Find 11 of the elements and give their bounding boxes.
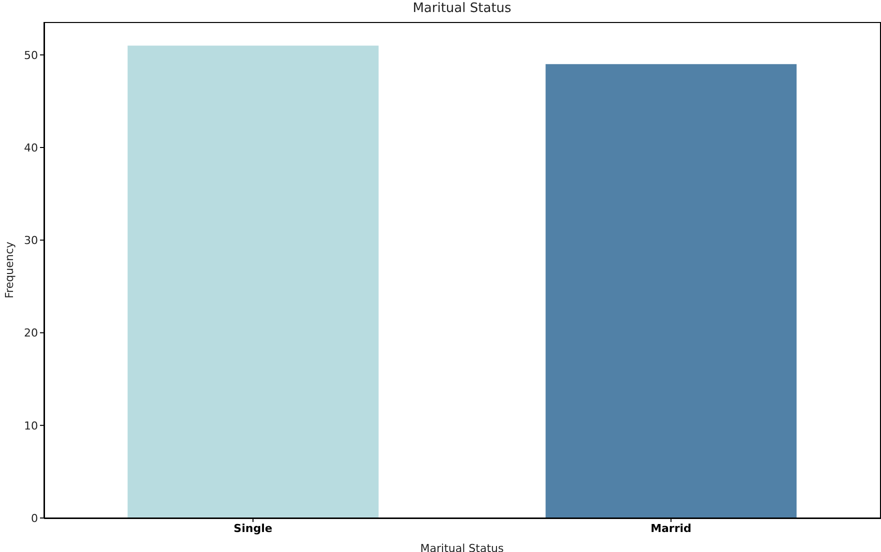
y-tick-label: 50 — [24, 48, 38, 62]
y-tick-label: 40 — [24, 141, 38, 154]
y-axis-title: Frequency — [2, 241, 16, 298]
y-tick-label: 10 — [24, 419, 38, 432]
chart-title: Maritual Status — [412, 1, 512, 16]
y-tick-label: 30 — [24, 234, 38, 248]
y-tick-label: 0 — [31, 512, 38, 525]
x-tick-label: Marrid — [650, 522, 692, 535]
x-axis-title: Maritual Status — [420, 542, 504, 552]
x-tick-label: Single — [234, 522, 272, 535]
y-tick-label: 20 — [24, 326, 38, 340]
